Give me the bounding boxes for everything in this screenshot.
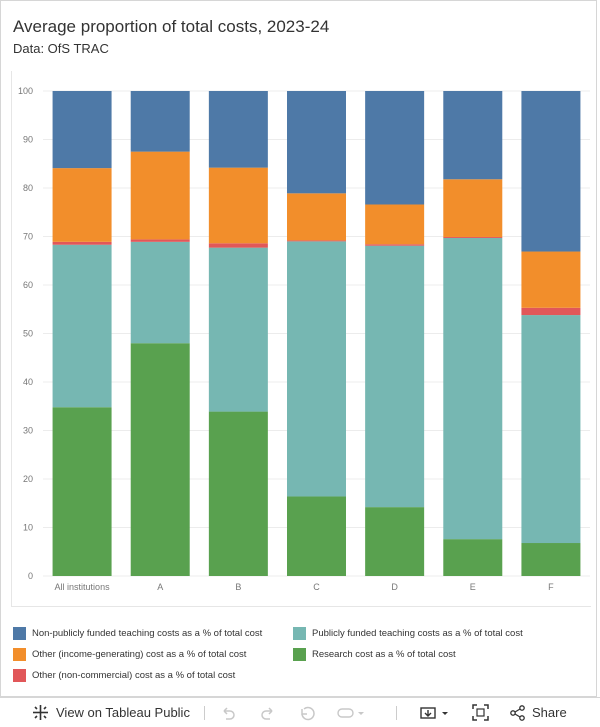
- x-tick-label: D: [391, 582, 398, 592]
- pause-updates-button[interactable]: [337, 698, 365, 727]
- legend-label: Research cost as a % of total cost: [312, 649, 456, 660]
- legend-item-research[interactable]: Research cost as a % of total cost: [293, 648, 456, 661]
- legend-item-non-publicly-funded[interactable]: Non-publicly funded teaching costs as a …: [13, 627, 262, 640]
- legend-label: Non-publicly funded teaching costs as a …: [32, 628, 263, 639]
- bar-segment-a[interactable]: [130, 343, 190, 576]
- pause-icon: [337, 705, 365, 721]
- y-tick-label: 0: [28, 571, 33, 581]
- bar-segment-b[interactable]: [208, 167, 268, 244]
- chart-subtitle: Data: OfS TRAC: [13, 41, 109, 56]
- legend-item-other-non-commercial[interactable]: Other (non-commercial) cost as a % of to…: [13, 669, 235, 682]
- undo-button[interactable]: [220, 698, 236, 727]
- undo-icon: [220, 705, 236, 721]
- redo-icon: [260, 705, 276, 721]
- view-on-tableau-public-button[interactable]: View on Tableau Public: [32, 698, 190, 727]
- x-tick-label: E: [470, 582, 476, 592]
- bar-segment-f[interactable]: [521, 91, 581, 252]
- y-tick-label: 50: [23, 329, 33, 339]
- download-icon: [420, 705, 450, 721]
- bar-segment-all-institutions[interactable]: [52, 244, 112, 408]
- bar-segment-e[interactable]: [443, 236, 503, 238]
- legend: Non-publicly funded teaching costs as a …: [13, 627, 593, 687]
- view-on-tableau-public-label: View on Tableau Public: [56, 705, 190, 720]
- bar-segment-f[interactable]: [521, 543, 581, 576]
- revert-icon: [299, 705, 315, 721]
- bar-segment-a[interactable]: [130, 91, 190, 152]
- bar-segment-d[interactable]: [365, 245, 425, 508]
- bar-segment-all-institutions[interactable]: [52, 168, 112, 242]
- legend-swatch: [13, 627, 26, 640]
- legend-item-other-income-generating[interactable]: Other (income-generating) cost as a % of…: [13, 648, 246, 661]
- bar-segment-b[interactable]: [208, 411, 268, 576]
- bar-segment-c[interactable]: [287, 496, 346, 576]
- fullscreen-icon: [472, 704, 489, 721]
- x-tick-label: F: [548, 582, 554, 592]
- y-tick-label: 10: [23, 523, 33, 533]
- bar-segment-d[interactable]: [365, 507, 425, 576]
- download-button[interactable]: [420, 698, 450, 727]
- legend-label: Publicly funded teaching costs as a % of…: [312, 628, 523, 639]
- bar-segment-d[interactable]: [365, 244, 425, 246]
- bar-segment-all-institutions[interactable]: [52, 407, 112, 576]
- bar-segment-c[interactable]: [287, 241, 346, 497]
- redo-button[interactable]: [260, 698, 276, 727]
- bar-segment-a[interactable]: [130, 239, 190, 242]
- bar-segment-b[interactable]: [208, 91, 268, 168]
- y-tick-label: 90: [23, 135, 33, 145]
- bar-segment-f[interactable]: [521, 315, 581, 544]
- y-tick-label: 70: [23, 232, 33, 242]
- toolbar-divider: [396, 706, 397, 720]
- legend-item-publicly-funded[interactable]: Publicly funded teaching costs as a % of…: [293, 627, 523, 640]
- share-label: Share: [532, 705, 567, 720]
- bar-segment-a[interactable]: [130, 151, 190, 240]
- bar-segment-d[interactable]: [365, 204, 425, 245]
- bar-segment-e[interactable]: [443, 91, 503, 180]
- stacked-bar-chart: 0 10 20 30 40 50 60 70 80 90 100 All institutions A B…: [18, 86, 590, 592]
- toolbar-divider: [204, 706, 205, 720]
- bar-segment-f[interactable]: [521, 251, 581, 308]
- bar-segment-c[interactable]: [287, 193, 346, 241]
- share-icon: [510, 704, 526, 721]
- y-tick-label: 100: [18, 86, 33, 96]
- bar-segment-e[interactable]: [443, 237, 503, 540]
- legend-swatch: [293, 648, 306, 661]
- legend-label: Other (income-generating) cost as a % of…: [32, 649, 247, 660]
- bar-segment-all-institutions[interactable]: [52, 241, 112, 245]
- x-tick-label: All institutions: [55, 582, 111, 592]
- viz-frame: Average proportion of total costs, 2023-…: [0, 0, 597, 697]
- chart-title: Average proportion of total costs, 2023-…: [13, 17, 330, 36]
- plot-area-border: [11, 71, 591, 607]
- legend-swatch: [13, 669, 26, 682]
- bar-segment-c[interactable]: [287, 240, 346, 242]
- share-button[interactable]: Share: [510, 698, 567, 727]
- bar-segment-d[interactable]: [365, 91, 425, 205]
- y-tick-label: 60: [23, 280, 33, 290]
- tableau-toolbar: View on Tableau Public Sh: [0, 697, 600, 727]
- bar-segment-a[interactable]: [130, 241, 190, 344]
- y-tick-label: 30: [23, 426, 33, 436]
- legend-label: Other (non-commercial) cost as a % of to…: [32, 670, 236, 681]
- bar-segment-all-institutions[interactable]: [52, 91, 112, 169]
- x-tick-label: A: [157, 582, 163, 592]
- x-tick-label: B: [235, 582, 241, 592]
- bar-segment-b[interactable]: [208, 247, 268, 412]
- tableau-logo-icon: [32, 704, 49, 721]
- y-tick-label: 40: [23, 377, 33, 387]
- bar-segment-e[interactable]: [443, 179, 503, 237]
- bar-segment-c[interactable]: [287, 91, 346, 194]
- fullscreen-button[interactable]: [472, 698, 489, 727]
- legend-swatch: [293, 627, 306, 640]
- y-tick-label: 80: [23, 183, 33, 193]
- revert-button[interactable]: [299, 698, 315, 727]
- legend-swatch: [13, 648, 26, 661]
- bar-segment-b[interactable]: [208, 243, 268, 248]
- y-tick-label: 20: [23, 474, 33, 484]
- bar-segment-f[interactable]: [521, 307, 581, 316]
- x-tick-label: C: [313, 582, 320, 592]
- bar-segment-e[interactable]: [443, 539, 503, 576]
